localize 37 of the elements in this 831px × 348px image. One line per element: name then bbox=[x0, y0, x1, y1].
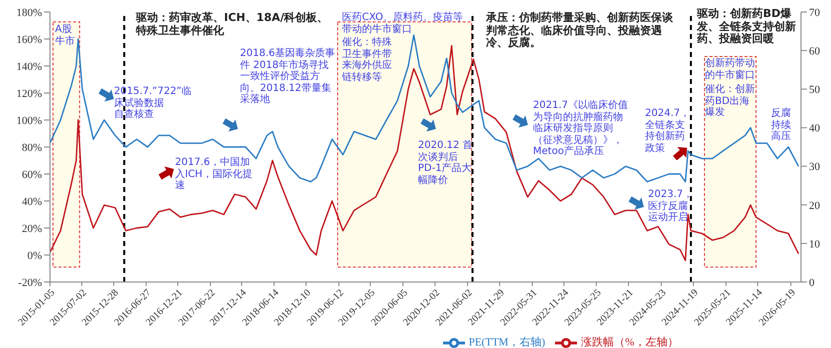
legend-label: PE(TTM，右轴) bbox=[468, 336, 546, 348]
annotation: 创新药带动的牛市窗口 bbox=[705, 58, 756, 81]
y-tick-label: 80% bbox=[22, 142, 42, 154]
y-tick-label: 120% bbox=[16, 88, 42, 100]
annotation: 催化：特殊卫生事件带来海外供应链转移等 bbox=[342, 37, 393, 83]
y-tick-label: 160% bbox=[16, 34, 42, 46]
y2-tick-label: 40 bbox=[809, 122, 820, 135]
y2-tick-label: 10 bbox=[809, 238, 820, 250]
y-tick-label: 60% bbox=[22, 168, 42, 181]
annotation: 2020.12 首次谈判后PD-1产品大幅降价 bbox=[418, 140, 474, 186]
annotation: 2023.7，医疗反腐运动开启 bbox=[648, 189, 693, 224]
annotation: 2018.6基因毒杂质事件 2018年市场寻找一致性评价受益方向。2018.12带量集采落地 bbox=[240, 48, 335, 106]
annotation: 反腐持续高压 bbox=[771, 108, 792, 142]
annotation: 2015.7.”722”临床试验数据自查核查 bbox=[114, 86, 192, 120]
y-tick-label: -20% bbox=[18, 276, 42, 289]
y2-tick-label: 60 bbox=[809, 45, 820, 58]
y2-tick-label: 0 bbox=[809, 276, 815, 289]
annotation: 驱动：创新药BD爆发、全链条支持创新药、投融资回暖 bbox=[697, 7, 797, 46]
y-tick-label: 20% bbox=[22, 222, 42, 235]
annotation: 催化：创新药BD出海爆发 bbox=[705, 84, 756, 118]
y-tick-label: 180% bbox=[16, 6, 42, 19]
annotation: 2024.7，全链条支持创新药政策 bbox=[645, 108, 690, 154]
y-tick-label: 0% bbox=[27, 250, 42, 262]
annotation: A股牛市 bbox=[55, 24, 76, 47]
annotation: 医药CXO、原料药、疫苗等带动的牛市窗口 bbox=[342, 12, 464, 35]
y2-tick-label: 50 bbox=[809, 84, 820, 96]
y2-tick-label: 20 bbox=[809, 200, 820, 212]
annotation: 承压：仿制药带量采购、创新药医保谈判常态化、临床价值导向、投融资遇冷、反腐。 bbox=[486, 11, 674, 50]
annotation: 2017.6，中国加入ICH，国际化提速 bbox=[175, 157, 254, 192]
y2-tick-label: 70 bbox=[809, 6, 820, 19]
y-tick-label: 40% bbox=[22, 196, 42, 208]
y-tick-label: 140% bbox=[16, 60, 42, 73]
annotation: 驱动：药审改革、ICH、18A/科创板、特殊卫生事件催化 bbox=[136, 11, 330, 38]
y2-tick-label: 30 bbox=[809, 161, 820, 174]
y-tick-label: 100% bbox=[16, 114, 42, 127]
legend-label: 涨跌幅（%，左轴） bbox=[581, 336, 678, 348]
annotation: 2021.7《以临床价值为导向的抗肿瘤药物临床研发指导原则（征求意见稿）》，Metoo产品承压 bbox=[533, 100, 629, 158]
